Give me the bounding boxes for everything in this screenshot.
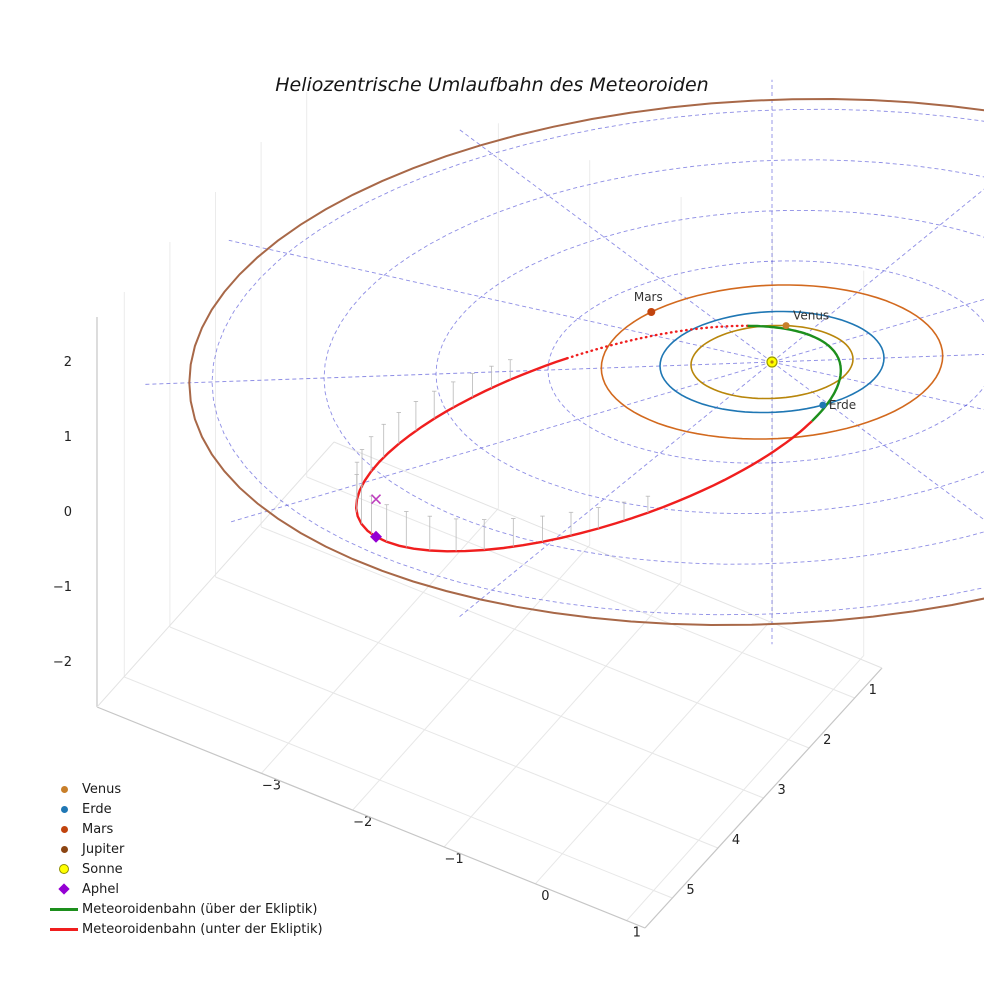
polar-grid-ring bbox=[547, 260, 984, 464]
legend-label: Meteoroidenbahn (unter der Ekliptik) bbox=[82, 921, 323, 937]
x-axis-edge bbox=[96, 706, 646, 929]
legend-item: Sonne bbox=[46, 861, 323, 877]
z-tick-label: 1 bbox=[64, 430, 72, 445]
legend-dot-icon bbox=[46, 825, 82, 833]
legend-item: Aphel bbox=[46, 881, 323, 897]
legend-item: Venus bbox=[46, 781, 323, 797]
legend-marker-shape bbox=[60, 845, 68, 853]
meteoroid-orbit-below bbox=[354, 357, 813, 553]
y-tick-label: 2 bbox=[823, 733, 831, 748]
z-tick-label: −1 bbox=[53, 580, 72, 595]
legend-dot-icon bbox=[46, 805, 82, 813]
erde-marker bbox=[819, 401, 827, 409]
z-tick-label: −2 bbox=[53, 655, 72, 670]
legend-item: Meteoroidenbahn (über der Ekliptik) bbox=[46, 901, 323, 917]
legend-dot-icon bbox=[46, 845, 82, 853]
floor-gridline bbox=[306, 476, 855, 699]
sun-marker-core bbox=[770, 360, 774, 364]
x-tick-label: 1 bbox=[633, 926, 641, 941]
floor-gridline bbox=[215, 576, 764, 799]
y-tick-label: 3 bbox=[778, 783, 786, 798]
meteoroid-orbit-below-dotted bbox=[566, 324, 749, 360]
mars-orbit bbox=[600, 284, 944, 440]
polar-grid-spoke bbox=[458, 361, 773, 618]
y-axis-edge bbox=[644, 667, 883, 929]
legend-item: Mars bbox=[46, 821, 323, 837]
x-tick-label: −3 bbox=[262, 778, 281, 793]
legend-marker-shape bbox=[59, 864, 69, 874]
floor-gridline bbox=[169, 626, 719, 849]
legend-marker-shape bbox=[60, 785, 68, 793]
aphel-marker bbox=[370, 530, 382, 543]
polar-grid-spoke bbox=[771, 188, 984, 363]
legend-marker-shape bbox=[50, 907, 78, 911]
back-edge bbox=[96, 441, 335, 708]
aphel-projection-x-icon bbox=[370, 494, 382, 505]
legend-diamond-icon bbox=[46, 883, 82, 895]
legend-label: Jupiter bbox=[82, 841, 125, 857]
floor-gridline bbox=[260, 526, 810, 749]
polar-grid-spoke bbox=[771, 361, 984, 410]
meteoroid-orbit-above bbox=[747, 324, 842, 423]
y-tick-label: 1 bbox=[869, 683, 877, 698]
legend-label: Meteoroidenbahn (über der Ekliptik) bbox=[82, 901, 318, 917]
legend-item: Meteoroidenbahn (unter der Ekliptik) bbox=[46, 921, 323, 937]
legend-marker-shape bbox=[58, 883, 70, 895]
legend: Venus Erde Mars Jupiter Sonne Aphel Meteoroide… bbox=[46, 781, 323, 937]
y-tick-label: 5 bbox=[686, 883, 694, 898]
polar-grid-spoke bbox=[144, 361, 773, 385]
erde-label: Erde bbox=[829, 398, 856, 412]
legend-label: Sonne bbox=[82, 861, 123, 877]
polar-grid-ring bbox=[435, 209, 984, 515]
legend-label: Mars bbox=[82, 821, 114, 837]
jupiter-orbit bbox=[188, 97, 984, 627]
legend-label: Erde bbox=[82, 801, 112, 817]
x-tick-label: −1 bbox=[444, 852, 463, 867]
polar-grid-spoke bbox=[228, 361, 773, 523]
legend-marker-shape bbox=[60, 805, 68, 813]
chart-title: Heliozentrische Umlaufbahn des Meteoroid… bbox=[275, 74, 709, 96]
legend-marker-shape bbox=[50, 927, 78, 931]
z-tick-label: 2 bbox=[64, 355, 72, 370]
mars-label: Mars bbox=[634, 290, 663, 304]
polar-grid-ring bbox=[211, 108, 984, 616]
floor-gridline bbox=[124, 676, 673, 899]
legend-label: Venus bbox=[82, 781, 122, 797]
polar-grid-spoke bbox=[771, 361, 984, 521]
legend-label: Aphel bbox=[82, 881, 119, 897]
polar-grid-spoke bbox=[771, 298, 984, 363]
polar-grid-spoke bbox=[228, 239, 773, 363]
y-tick-label: 4 bbox=[732, 833, 740, 848]
legend-line-icon bbox=[46, 927, 82, 931]
legend-line-icon bbox=[46, 907, 82, 911]
legend-marker-shape bbox=[60, 825, 68, 833]
mars-marker bbox=[647, 307, 656, 316]
floor-gridline bbox=[443, 581, 682, 848]
floor-gridline bbox=[352, 544, 591, 811]
legend-dot-icon bbox=[46, 785, 82, 793]
polar-grid-spoke bbox=[458, 128, 773, 363]
x-tick-label: 0 bbox=[541, 889, 549, 904]
legend-item: Erde bbox=[46, 801, 323, 817]
z-tick-label: 0 bbox=[64, 505, 72, 520]
legend-item: Jupiter bbox=[46, 841, 323, 857]
polar-grid-ring bbox=[323, 159, 984, 565]
floor-gridline bbox=[261, 507, 499, 774]
legend-sun-icon bbox=[46, 864, 82, 874]
floor-gridline bbox=[535, 618, 773, 885]
floor-gridline bbox=[626, 655, 865, 921]
venus-marker bbox=[782, 322, 790, 330]
x-tick-label: −2 bbox=[353, 815, 372, 830]
venus-label: Venus bbox=[793, 309, 829, 323]
venus-orbit bbox=[690, 324, 854, 400]
